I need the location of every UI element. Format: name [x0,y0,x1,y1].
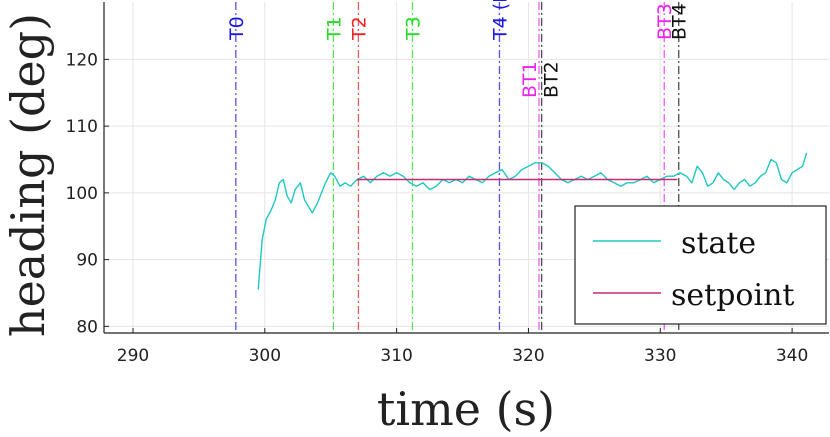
x-tick-label: 300 [249,346,281,366]
event-label: BT2 [541,61,563,98]
event-label: BT1 [519,61,541,98]
x-tick-label: 290 [117,346,149,366]
y-tick-label: 120 [66,50,98,70]
legend: state setpoint [574,205,827,325]
event-label: T1 [323,16,345,41]
event-label: T3 [402,16,424,41]
y-axis-label: heading (deg) [1,13,55,337]
event-label: BT4 [669,3,691,40]
plot-series [257,152,808,290]
y-tick-label: 100 [66,184,98,204]
grid [104,2,829,333]
legend-box [574,205,827,325]
axes [103,2,829,334]
event-label: T4 (FW) [489,0,511,41]
event-label: T2 [348,16,370,41]
y-tick-label: 110 [66,117,98,137]
x-tick-label: 340 [776,346,808,366]
tick-labels: 290 300 310 320 330 340 80 90 100 110 120 [66,50,809,366]
event-label: BT3 [654,3,676,40]
x-tick-label: 310 [380,346,412,366]
x-tick-label: 330 [644,346,676,366]
legend-label-state: state [681,226,756,261]
legend-label-setpoint: setpoint [671,278,794,313]
x-axis-label: time (s) [377,382,555,436]
y-tick-label: 80 [76,317,98,337]
event-label: T0 [226,16,248,41]
y-tick-label: 90 [76,251,98,271]
series-state [257,152,808,290]
x-tick-label: 320 [512,346,544,366]
